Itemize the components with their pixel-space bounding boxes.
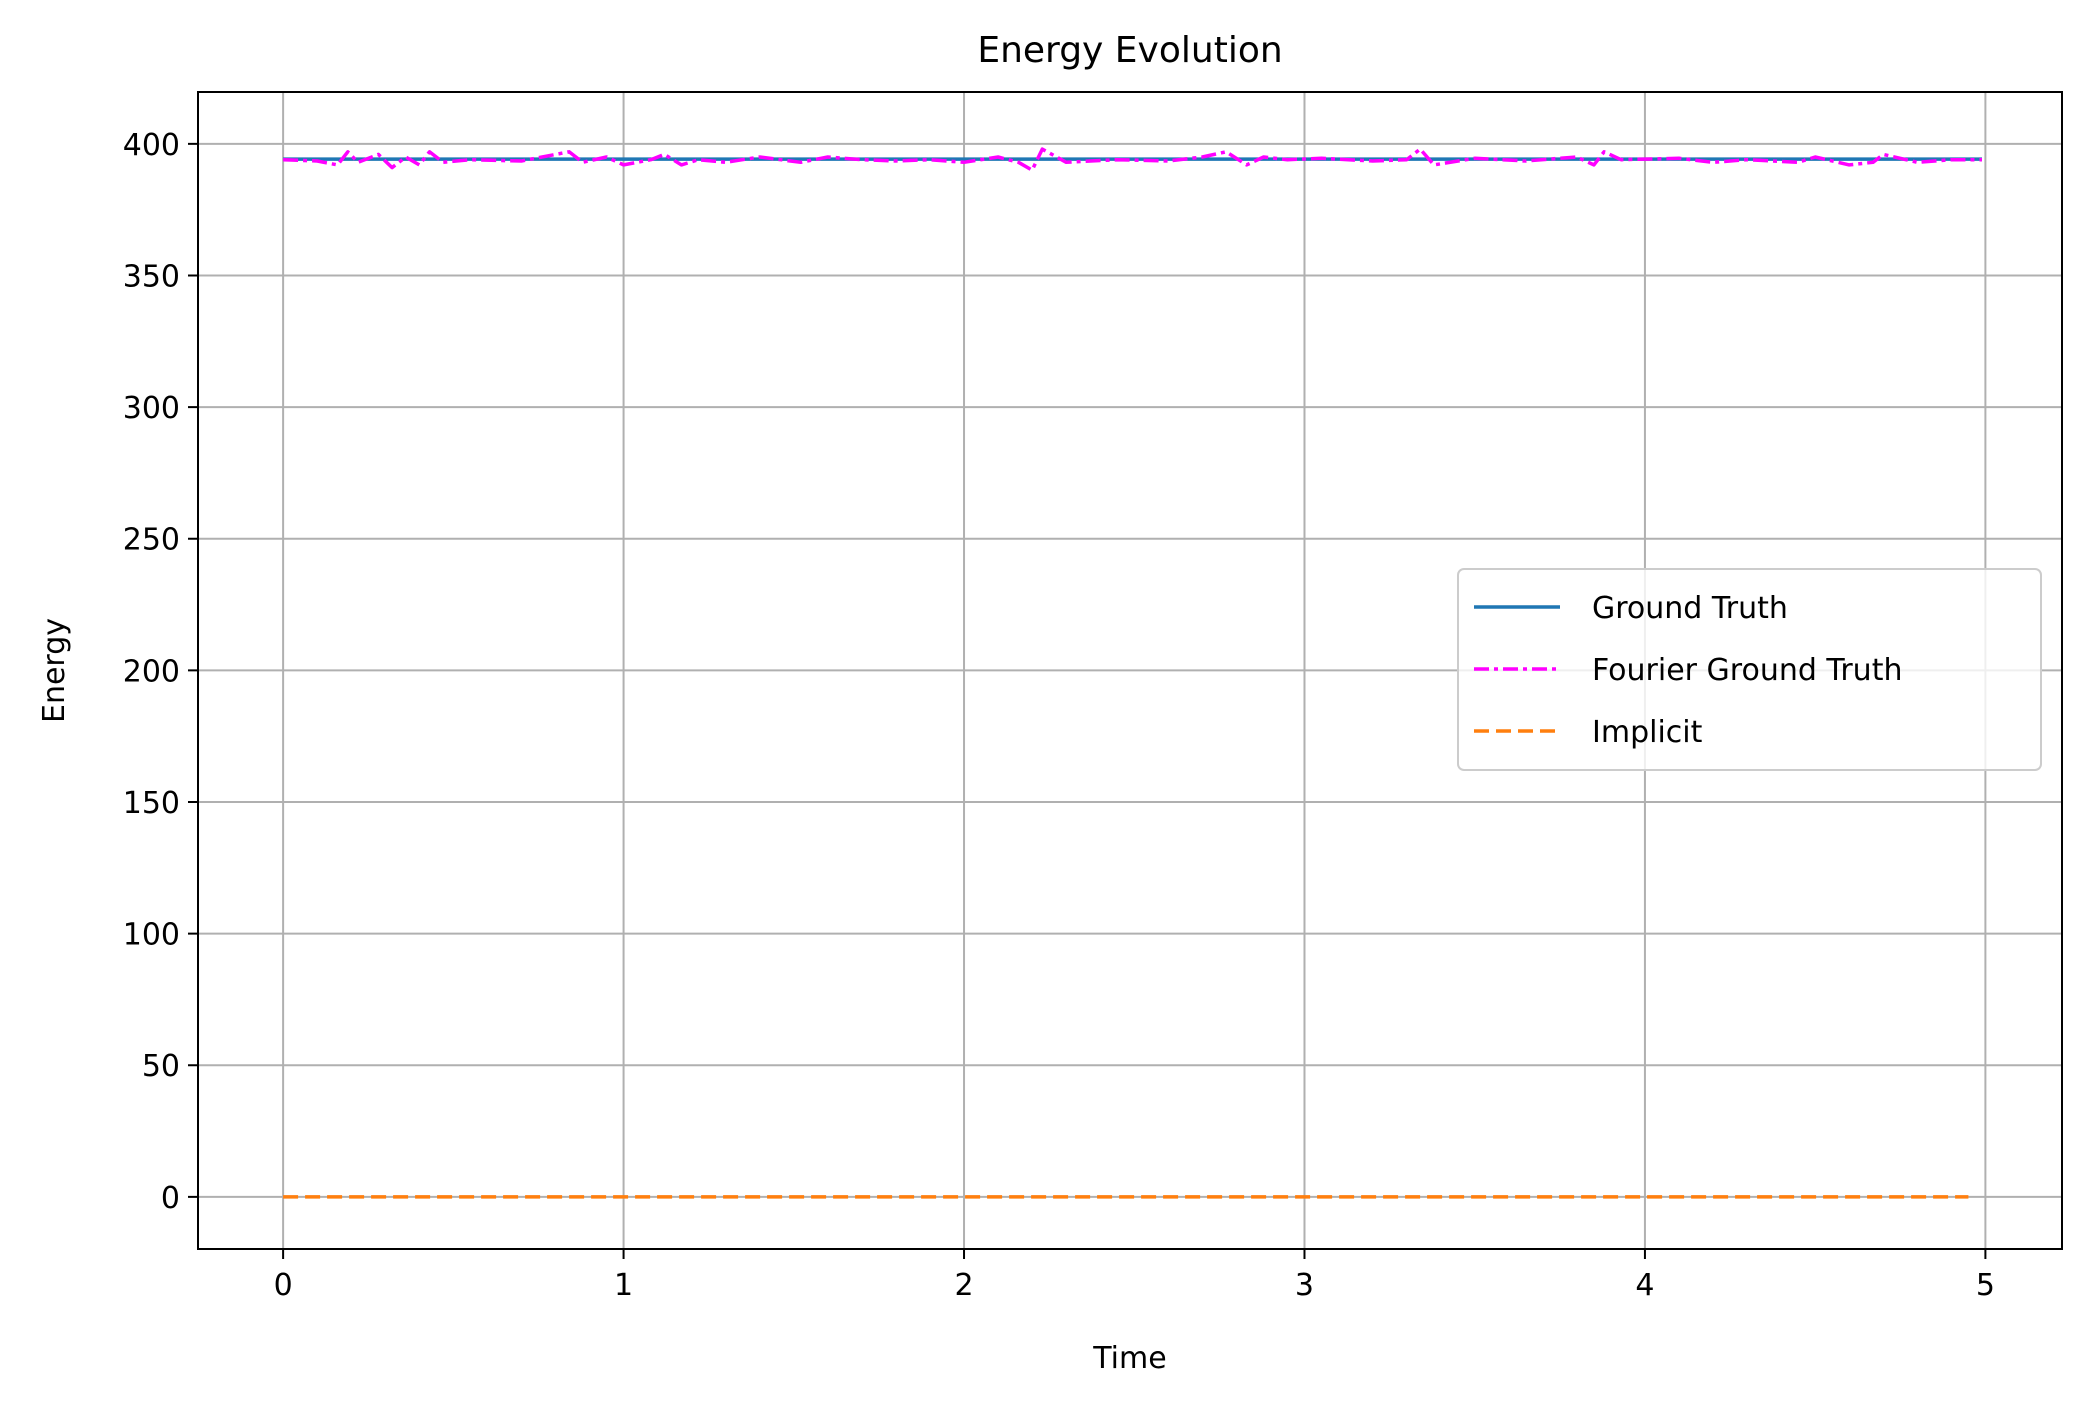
legend-label: Implicit — [1592, 715, 1703, 750]
x-tick-label: 3 — [1295, 1268, 1314, 1303]
y-tick-label: 250 — [123, 523, 180, 558]
plot-area — [283, 147, 1982, 1199]
y-tick-label: 350 — [123, 259, 180, 294]
y-tick-label: 200 — [123, 654, 180, 689]
chart-title: Energy Evolution — [977, 30, 1282, 71]
y-tick-label: 50 — [142, 1049, 180, 1084]
x-tick-label: 1 — [614, 1268, 633, 1303]
y-tick-label: 100 — [123, 918, 180, 953]
y-tick-label: 0 — [161, 1181, 180, 1216]
y-tick-label: 300 — [123, 391, 180, 426]
x-axis-label: Time — [1092, 1341, 1166, 1376]
legend: Ground Truth Fourier Ground Truth Implicit — [1457, 568, 2042, 771]
x-tick-label: 5 — [1976, 1268, 1995, 1303]
series-line-fourier-ground-truth — [283, 147, 1982, 172]
y-tick-label: 150 — [123, 786, 180, 821]
legend-label: Fourier Ground Truth — [1592, 653, 1902, 688]
legend-label: Ground Truth — [1592, 591, 1788, 626]
x-tick-label: 2 — [954, 1268, 973, 1303]
y-tick-label: 400 — [123, 128, 180, 163]
x-tick-label: 4 — [1635, 1268, 1654, 1303]
y-axis-label: Energy — [37, 618, 72, 723]
legend-box — [1457, 568, 2042, 771]
x-tick-label: 0 — [274, 1268, 293, 1303]
